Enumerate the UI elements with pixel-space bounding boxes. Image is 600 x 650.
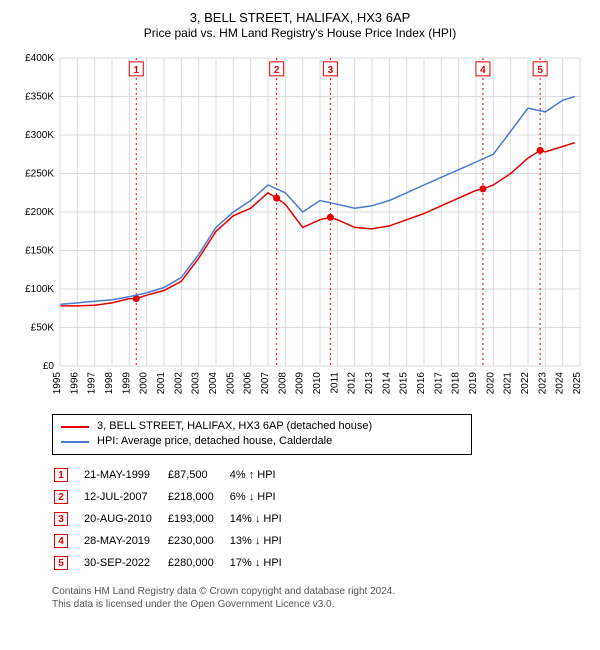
event-date: 20-AUG-2010 <box>84 509 166 529</box>
event-price: £193,000 <box>168 509 228 529</box>
svg-text:2000: 2000 <box>139 372 150 395</box>
svg-text:£100K: £100K <box>25 284 54 295</box>
event-delta: 4% ↑ HPI <box>230 465 296 485</box>
event-date: 12-JUL-2007 <box>84 487 166 507</box>
footer-line-1: Contains HM Land Registry data © Crown c… <box>52 585 588 598</box>
event-price: £230,000 <box>168 531 228 551</box>
svg-text:2007: 2007 <box>260 372 271 395</box>
svg-text:£150K: £150K <box>25 246 54 257</box>
svg-text:2010: 2010 <box>312 372 323 395</box>
legend-row-1: 3, BELL STREET, HALIFAX, HX3 6AP (detach… <box>61 419 463 434</box>
svg-text:2012: 2012 <box>347 372 358 395</box>
svg-text:2020: 2020 <box>485 372 496 395</box>
page-title: 3, BELL STREET, HALIFAX, HX3 6AP <box>12 10 588 25</box>
events-table: 121-MAY-1999£87,5004% ↑ HPI212-JUL-2007£… <box>52 463 298 575</box>
svg-text:1998: 1998 <box>104 372 115 395</box>
svg-text:2003: 2003 <box>191 372 202 395</box>
svg-text:1996: 1996 <box>69 372 80 395</box>
svg-text:2022: 2022 <box>520 372 531 395</box>
legend-swatch-1 <box>61 426 89 428</box>
svg-text:2025: 2025 <box>572 372 583 395</box>
svg-text:2002: 2002 <box>173 372 184 395</box>
event-date: 28-MAY-2019 <box>84 531 166 551</box>
legend-label-2: HPI: Average price, detached house, Cald… <box>97 434 332 449</box>
page-subtitle: Price paid vs. HM Land Registry's House … <box>12 26 588 40</box>
svg-text:£250K: £250K <box>25 169 54 180</box>
svg-text:2016: 2016 <box>416 372 427 395</box>
page-container: 3, BELL STREET, HALIFAX, HX3 6AP Price p… <box>0 0 600 650</box>
svg-text:2011: 2011 <box>329 372 340 394</box>
legend-box: 3, BELL STREET, HALIFAX, HX3 6AP (detach… <box>52 414 472 455</box>
svg-text:£200K: £200K <box>25 207 54 218</box>
svg-text:1995: 1995 <box>52 372 63 395</box>
chart-svg: £0 £50K £100K £150K £200K £250K £300K £350K £400… <box>12 48 588 408</box>
event-date: 21-MAY-1999 <box>84 465 166 485</box>
event-row: 4 28-MAY-2019£230,00013% ↓ HPI <box>54 531 296 551</box>
event-row: 5 30-SEP-2022£280,00017% ↓ HPI <box>54 553 296 573</box>
svg-text:2006: 2006 <box>243 372 254 395</box>
legend-row-2: HPI: Average price, detached house, Cald… <box>61 434 463 449</box>
svg-text:2023: 2023 <box>537 372 548 395</box>
svg-text:2005: 2005 <box>225 372 236 395</box>
svg-text:£300K: £300K <box>25 130 54 141</box>
price-chart: £0 £50K £100K £150K £200K £250K £300K £350K £400… <box>12 48 588 408</box>
svg-text:2021: 2021 <box>503 372 514 395</box>
event-marker: 4 <box>54 534 68 548</box>
event-price: £87,500 <box>168 465 228 485</box>
event-date: 30-SEP-2022 <box>84 553 166 573</box>
svg-text:£0: £0 <box>43 361 55 372</box>
svg-text:1999: 1999 <box>121 372 132 395</box>
svg-text:2: 2 <box>274 65 280 76</box>
svg-text:2024: 2024 <box>555 372 566 395</box>
event-marker: 1 <box>54 468 68 482</box>
svg-text:2019: 2019 <box>468 372 479 395</box>
svg-text:2018: 2018 <box>451 372 462 395</box>
svg-text:2009: 2009 <box>295 372 306 395</box>
event-price: £280,000 <box>168 553 228 573</box>
event-row: 2 12-JUL-2007£218,0006% ↓ HPI <box>54 487 296 507</box>
event-row: 1 21-MAY-1999£87,5004% ↑ HPI <box>54 465 296 485</box>
svg-text:2017: 2017 <box>433 372 444 395</box>
footer-line-2: This data is licensed under the Open Gov… <box>52 598 588 611</box>
event-delta: 13% ↓ HPI <box>230 531 296 551</box>
event-delta: 17% ↓ HPI <box>230 553 296 573</box>
event-price: £218,000 <box>168 487 228 507</box>
svg-text:£50K: £50K <box>31 323 55 334</box>
legend-label-1: 3, BELL STREET, HALIFAX, HX3 6AP (detach… <box>97 419 372 434</box>
svg-text:£350K: £350K <box>25 92 54 103</box>
event-delta: 6% ↓ HPI <box>230 487 296 507</box>
event-marker: 2 <box>54 490 68 504</box>
svg-text:5: 5 <box>537 65 543 76</box>
svg-text:2015: 2015 <box>399 372 410 395</box>
svg-text:1: 1 <box>133 65 139 76</box>
event-marker: 5 <box>54 556 68 570</box>
event-marker: 3 <box>54 512 68 526</box>
svg-text:2004: 2004 <box>208 372 219 395</box>
svg-text:4: 4 <box>480 65 486 76</box>
svg-text:1997: 1997 <box>87 372 98 395</box>
svg-text:2001: 2001 <box>156 372 167 395</box>
svg-text:3: 3 <box>328 65 334 76</box>
svg-text:2013: 2013 <box>364 372 375 395</box>
svg-text:2014: 2014 <box>381 372 392 395</box>
footer-note: Contains HM Land Registry data © Crown c… <box>52 585 588 611</box>
event-row: 3 20-AUG-2010£193,00014% ↓ HPI <box>54 509 296 529</box>
svg-text:£400K: £400K <box>25 53 54 64</box>
event-delta: 14% ↓ HPI <box>230 509 296 529</box>
svg-text:2008: 2008 <box>277 372 288 395</box>
legend-swatch-2 <box>61 441 89 443</box>
